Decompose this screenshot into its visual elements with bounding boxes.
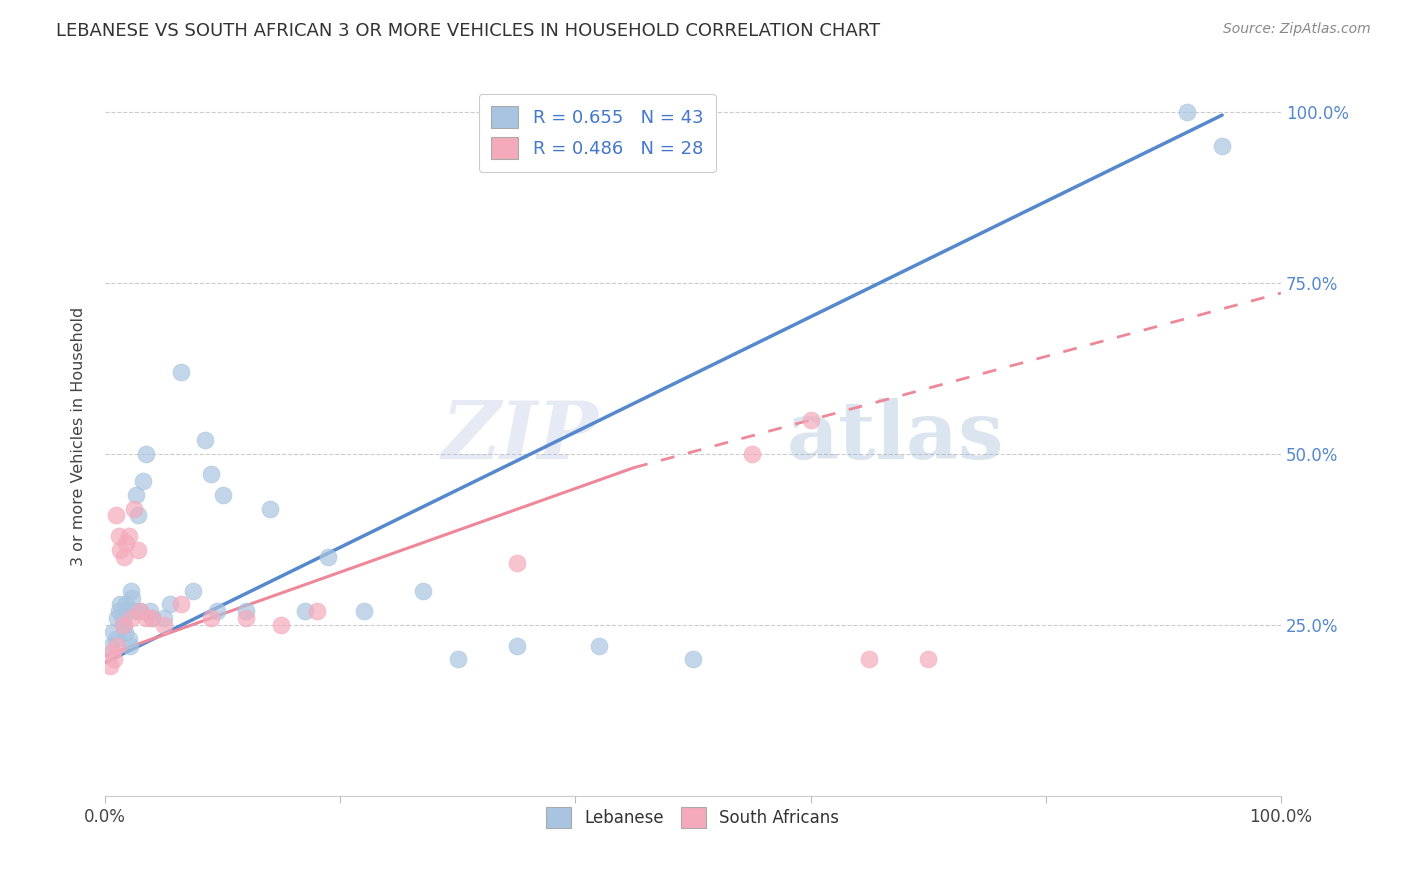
Point — [103, 624, 125, 639]
Point — [917, 652, 939, 666]
Point — [121, 591, 143, 605]
Point — [105, 611, 128, 625]
Point — [200, 611, 222, 625]
Point — [141, 611, 163, 625]
Text: ZIP: ZIP — [441, 398, 599, 475]
Point — [112, 618, 135, 632]
Point — [124, 488, 146, 502]
Point — [120, 583, 142, 598]
Point — [135, 447, 157, 461]
Point — [131, 475, 153, 489]
Point — [235, 604, 257, 618]
Point — [103, 652, 125, 666]
Point — [181, 583, 204, 598]
Point — [110, 542, 132, 557]
Point — [858, 652, 880, 666]
Point — [1211, 139, 1233, 153]
Text: Source: ZipAtlas.com: Source: ZipAtlas.com — [1223, 22, 1371, 37]
Point — [117, 529, 139, 543]
Point — [447, 652, 470, 666]
Legend: Lebanese, South Africans: Lebanese, South Africans — [540, 801, 846, 835]
Point — [117, 604, 139, 618]
Point — [110, 598, 132, 612]
Point — [152, 611, 174, 625]
Point — [800, 412, 823, 426]
Point — [108, 604, 131, 618]
Point — [205, 604, 228, 618]
Point — [114, 624, 136, 639]
Point — [194, 433, 217, 447]
Point — [129, 604, 152, 618]
Point — [115, 598, 138, 612]
Point — [141, 611, 163, 625]
Y-axis label: 3 or more Vehicles in Household: 3 or more Vehicles in Household — [72, 307, 86, 566]
Point — [115, 536, 138, 550]
Point — [117, 632, 139, 646]
Point — [200, 467, 222, 482]
Point — [588, 639, 610, 653]
Point — [259, 501, 281, 516]
Point — [105, 639, 128, 653]
Point — [104, 632, 127, 646]
Point — [170, 365, 193, 379]
Point — [152, 618, 174, 632]
Point — [505, 639, 527, 653]
Point — [124, 501, 146, 516]
Text: atlas: atlas — [787, 398, 1004, 475]
Point — [270, 618, 292, 632]
Point — [124, 604, 146, 618]
Point — [235, 611, 257, 625]
Point — [741, 447, 763, 461]
Point — [111, 618, 134, 632]
Point — [112, 549, 135, 564]
Point — [294, 604, 316, 618]
Point — [305, 604, 328, 618]
Point — [170, 598, 193, 612]
Point — [138, 604, 160, 618]
Point — [353, 604, 375, 618]
Point — [111, 611, 134, 625]
Point — [411, 583, 433, 598]
Point — [98, 659, 121, 673]
Point — [211, 488, 233, 502]
Point — [318, 549, 340, 564]
Point — [135, 611, 157, 625]
Point — [127, 542, 149, 557]
Point — [159, 598, 181, 612]
Point — [129, 604, 152, 618]
Text: LEBANESE VS SOUTH AFRICAN 3 OR MORE VEHICLES IN HOUSEHOLD CORRELATION CHART: LEBANESE VS SOUTH AFRICAN 3 OR MORE VEHI… — [56, 22, 880, 40]
Point — [118, 639, 141, 653]
Point — [1175, 104, 1198, 119]
Point — [505, 557, 527, 571]
Point — [108, 529, 131, 543]
Point — [127, 508, 149, 523]
Point — [120, 611, 142, 625]
Point — [682, 652, 704, 666]
Point — [104, 508, 127, 523]
Point — [101, 645, 124, 659]
Point — [100, 639, 122, 653]
